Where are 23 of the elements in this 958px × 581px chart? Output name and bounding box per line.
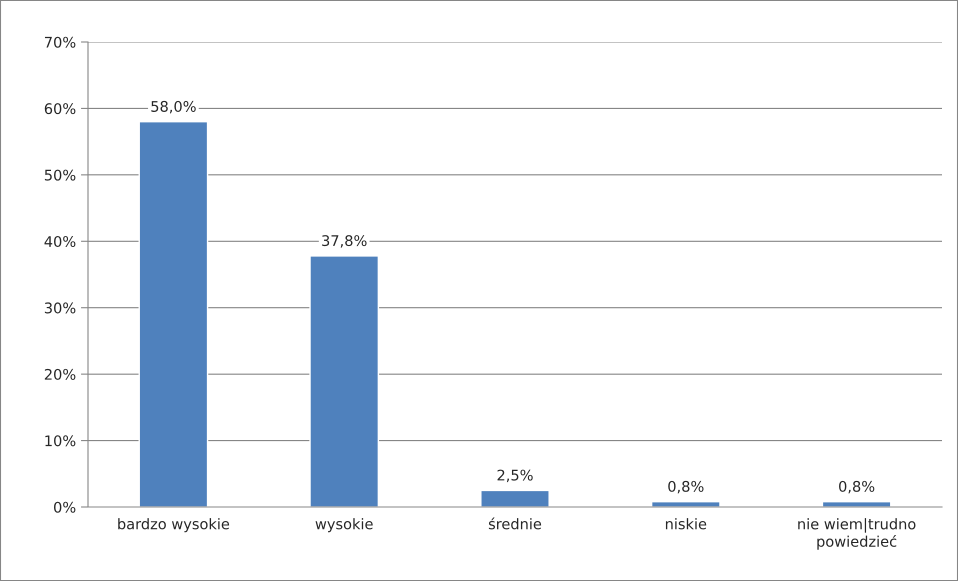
x-tick-label: wysokie [316, 518, 373, 532]
y-tick-label: 60% [44, 103, 76, 114]
x-tick-label: średnie [488, 518, 542, 530]
y-tick-label: 30% [44, 302, 76, 314]
data-label: 0,8% [668, 480, 704, 494]
x-tick-label: niskie [666, 518, 706, 530]
bar [480, 490, 550, 507]
y-tick-label: 70% [44, 36, 76, 48]
bar [650, 500, 721, 507]
y-tick-label: 20% [44, 368, 76, 380]
y-tick-label: 40% [44, 236, 76, 248]
y-tick-label: 10% [45, 435, 76, 446]
x-tick-label: bardzo wysokie [118, 518, 230, 532]
bar [309, 255, 380, 507]
data-label: 0,8% [839, 480, 874, 494]
x-tick-label: nie wiem|trudno powiedzieć [798, 518, 916, 550]
bar [138, 121, 208, 507]
y-tick-label: 0% [54, 502, 76, 513]
data-label: 37,8% [322, 235, 367, 248]
y-tick-label: 50% [44, 170, 76, 181]
data-label: 2,5% [498, 470, 533, 482]
data-label: 58,0% [151, 100, 196, 114]
bar [822, 500, 892, 507]
